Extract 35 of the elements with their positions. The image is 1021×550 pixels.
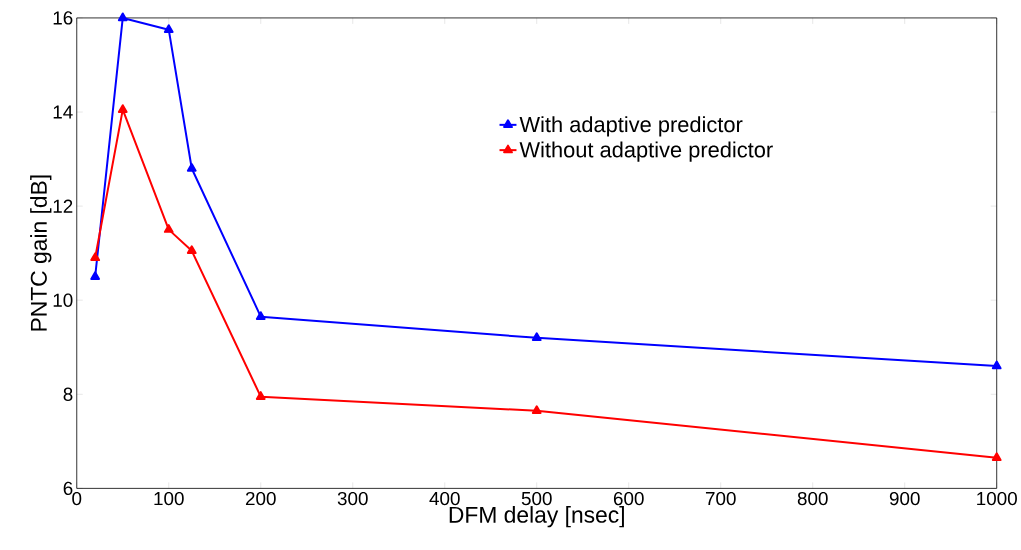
point	[163, 224, 174, 233]
x-tick-label: 200	[245, 491, 276, 506]
y-tick-label: 8	[63, 387, 73, 401]
x-tick-label: 800	[797, 491, 828, 506]
point	[117, 104, 128, 113]
point	[531, 405, 542, 414]
y-axis-title: PNTC gain [dB]	[30, 175, 52, 331]
x-tick-label: 100	[154, 491, 184, 506]
point	[186, 245, 197, 254]
x-tick-label: 600	[613, 491, 644, 506]
point	[90, 271, 101, 280]
legend-label: With adaptive predictor	[519, 116, 743, 137]
legend-label: Without adaptive predictor	[519, 141, 773, 162]
x-tick-label: 700	[705, 491, 736, 506]
point	[163, 24, 174, 33]
point	[117, 12, 128, 22]
x-tick-label: 900	[889, 491, 920, 506]
y-tick-label: 12	[53, 199, 73, 213]
point	[90, 252, 101, 262]
point	[531, 332, 542, 341]
x-tick-label: 500	[521, 491, 552, 506]
x-axis-title: DFM delay [nsec]	[449, 506, 624, 528]
point	[255, 311, 266, 320]
x-tick-label: 400	[429, 491, 460, 506]
x-tick-label: 0	[72, 491, 82, 506]
point	[186, 162, 197, 172]
x-tick-label: 300	[337, 491, 368, 506]
x-tick-label: 1000	[977, 491, 1017, 506]
point	[255, 391, 266, 400]
point	[991, 452, 1002, 461]
y-tick-label: 10	[53, 293, 73, 307]
y-tick-label: 6	[63, 481, 73, 495]
point	[991, 360, 1002, 370]
y-tick-label: 16	[53, 11, 73, 25]
y-tick-label: 14	[53, 105, 73, 119]
